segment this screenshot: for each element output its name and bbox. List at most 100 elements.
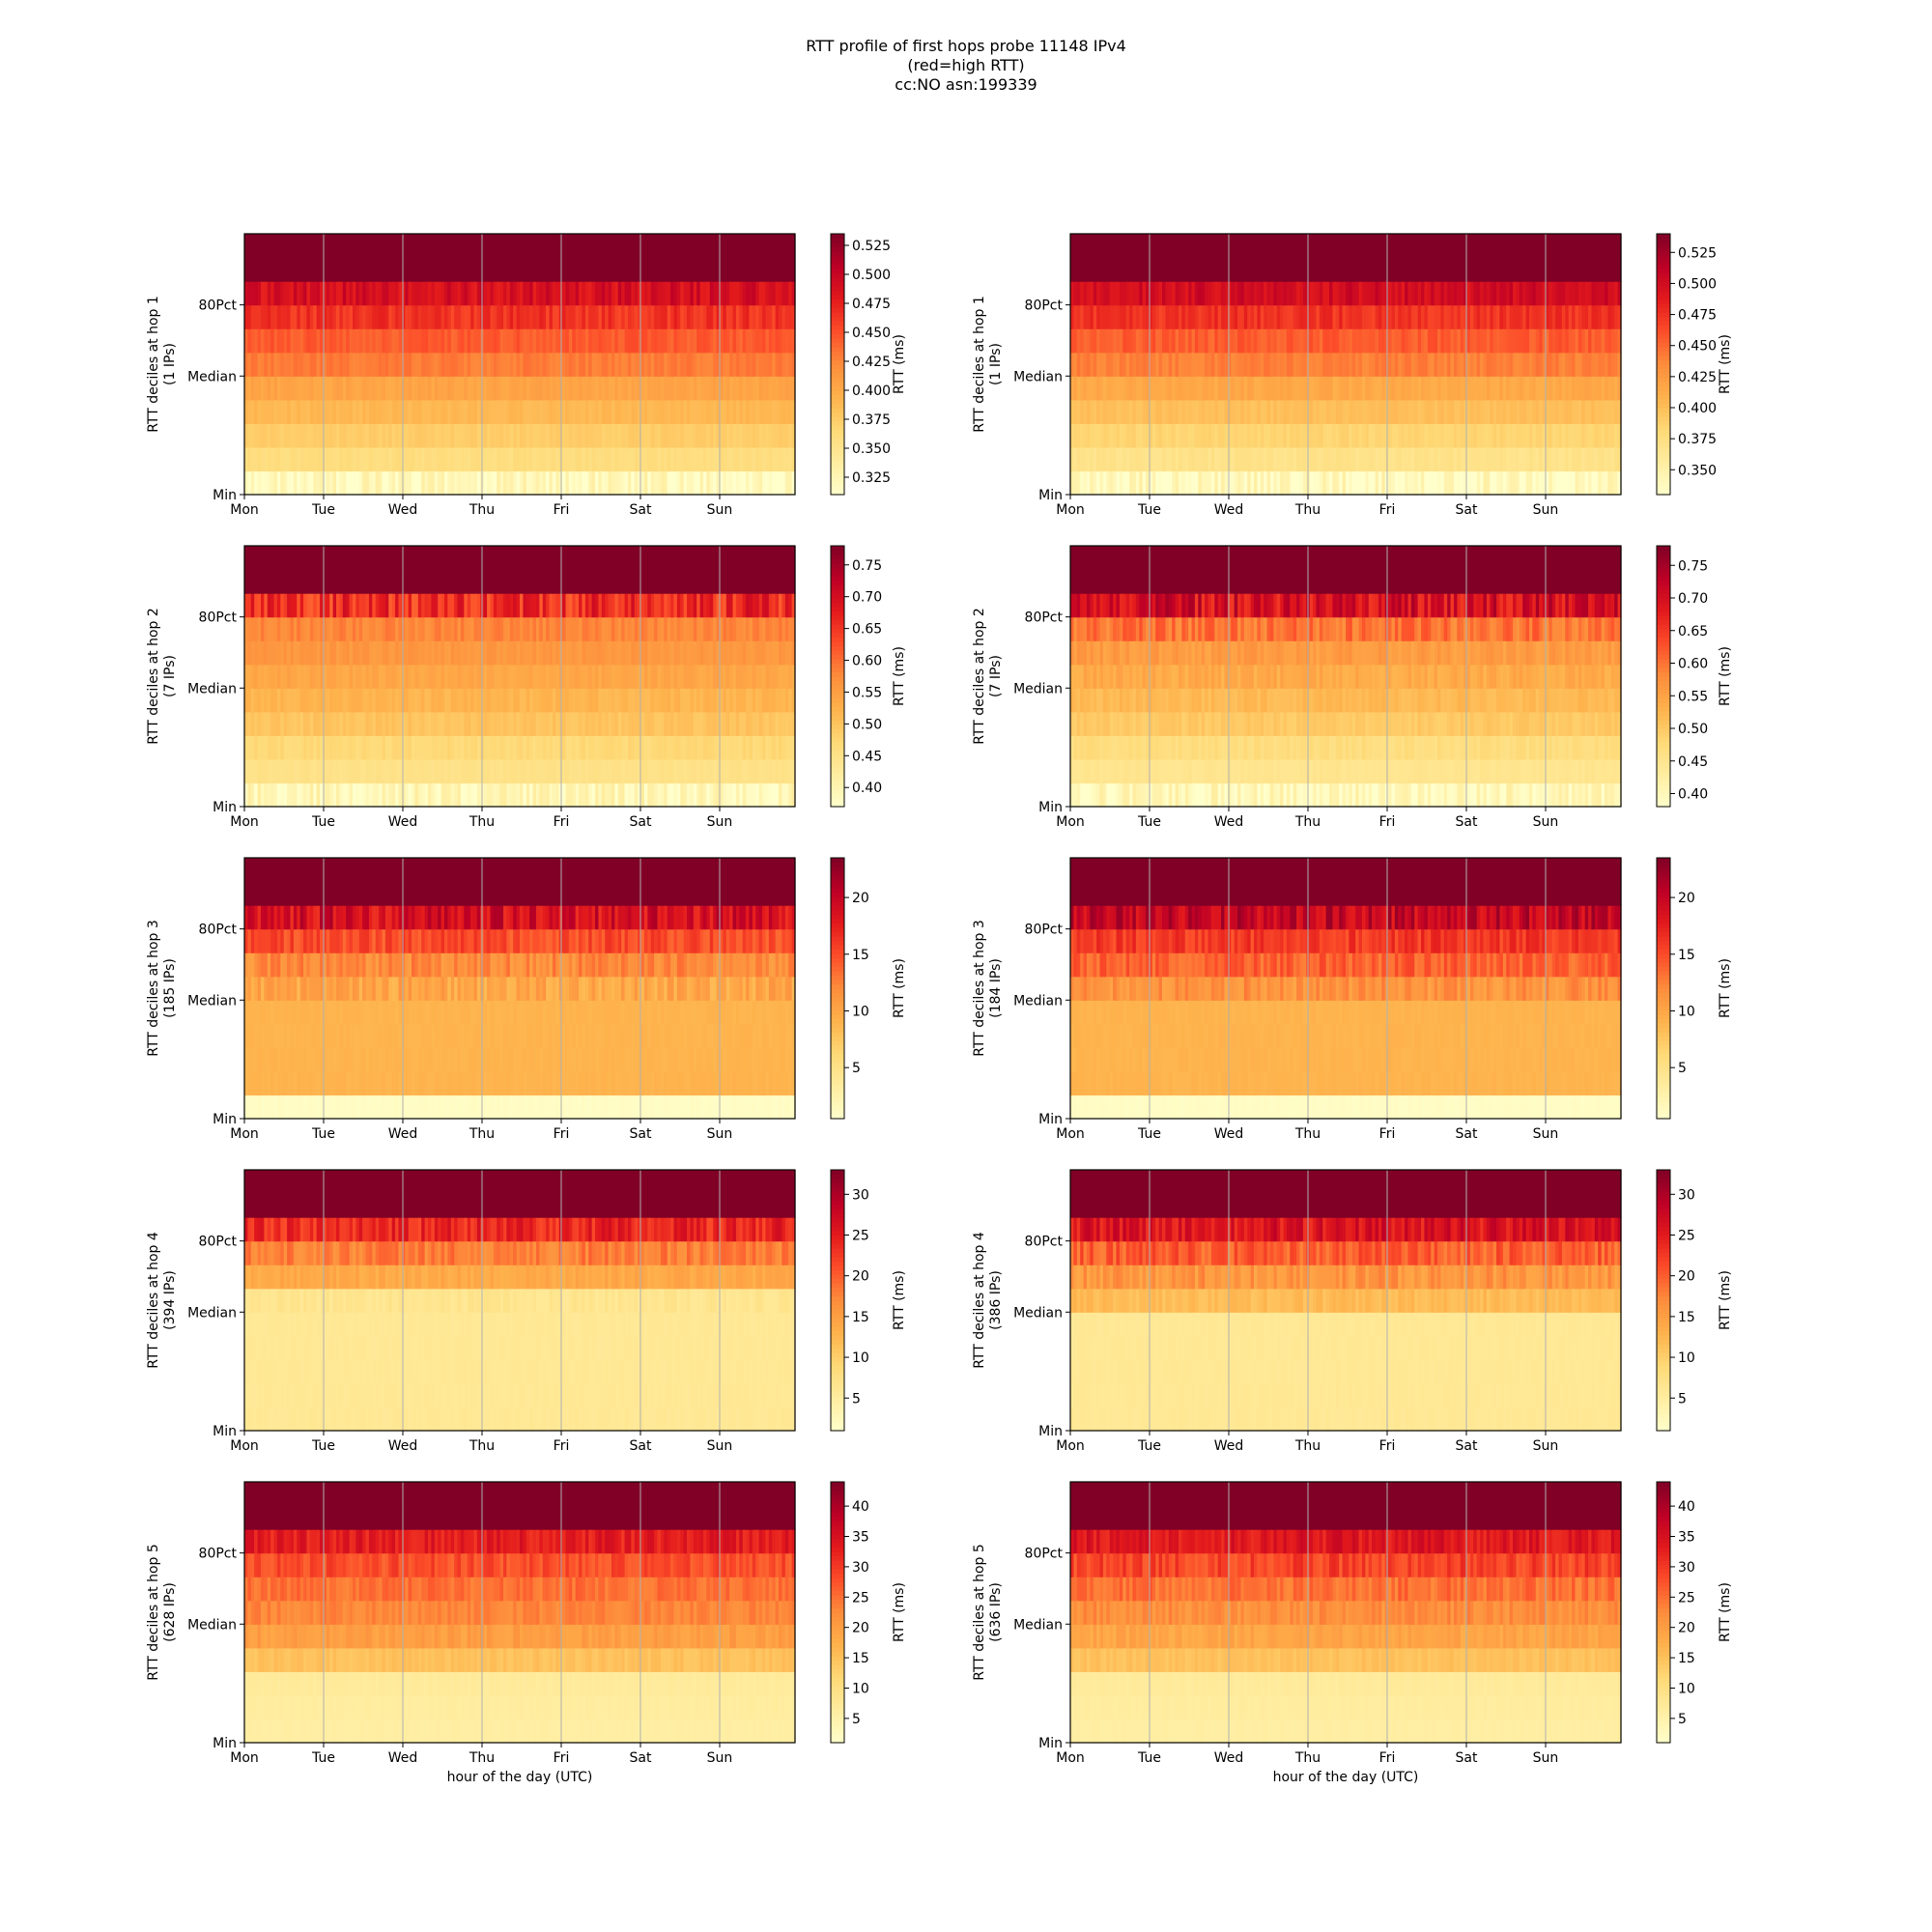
heatmap-cell [1250,470,1255,496]
heatmap-cell [283,593,288,618]
heatmap-cell [276,470,281,496]
heatmap-cell [611,423,615,448]
heatmap-cell [696,304,701,329]
heatmap-cell [332,376,337,401]
heatmap-cell [1158,399,1163,424]
heatmap-cell [293,234,298,259]
heatmap-cell [716,399,721,424]
heatmap-cell [1614,470,1619,496]
heatmap-cell [1269,423,1274,448]
heatmap-cell [339,234,344,259]
heatmap-cell [608,257,612,282]
heatmap-cell [1181,423,1186,448]
heatmap-cell [417,234,422,259]
heatmap-cell [788,399,793,424]
heatmap-cell [638,423,642,448]
heatmap-cell [634,423,639,448]
heatmap-cell [1614,234,1619,259]
heatmap-cell [493,257,497,282]
heatmap-cell [1168,234,1173,259]
heatmap-cell [368,234,373,259]
heatmap-cell [283,234,288,259]
heatmap-cell [362,257,367,282]
heatmap-cell [509,399,514,424]
heatmap-cell [1319,328,1323,354]
heatmap-cell [293,569,298,594]
heatmap-cell [342,281,347,306]
heatmap-cell [316,546,321,571]
colorbar-tick-label: 0.375 [852,412,891,428]
heatmap-cell [608,399,612,424]
heatmap-cell [283,569,288,594]
heatmap-cell [627,304,632,329]
heatmap-cell [742,352,747,377]
heatmap-cell [1122,376,1127,401]
heatmap-cell [1260,281,1264,306]
heatmap-cell [490,569,495,594]
heatmap-cell [1453,470,1458,496]
heatmap-cell [306,640,311,666]
colorbar-tick-label: 0.350 [1678,463,1717,478]
heatmap-cell [575,281,580,306]
heatmap-cell [276,234,281,259]
heatmap-cell [1217,446,1222,472]
heatmap-cell [746,399,751,424]
colorbar-segment [1657,472,1670,478]
colorbar-tick-label: 0.400 [1678,401,1717,416]
heatmap-cell [520,304,524,329]
heatmap-cell [634,446,639,472]
heatmap-cell [1096,446,1101,472]
heatmap-cell [270,423,275,448]
heatmap-cell [1522,281,1527,306]
heatmap-cell [1175,423,1179,448]
heatmap-cell [647,470,652,496]
heatmap-cell [247,352,252,377]
colorbar-segment [831,342,844,348]
heatmap-cell [264,470,269,496]
heatmap-cell [617,257,622,282]
heatmap-cell [257,470,262,496]
heatmap-cell [595,423,600,448]
heatmap-cell [598,376,603,401]
heatmap-cell [1076,470,1081,496]
heatmap-cell [752,304,756,329]
heatmap-cell [584,352,589,377]
colorbar-tick-label: 0.475 [1678,308,1717,324]
heatmap-cell [1217,328,1222,354]
heatmap-cell [470,281,475,306]
heatmap-cell [332,281,337,306]
colorbar-segment [831,351,844,356]
heatmap-cell [1254,470,1258,496]
heatmap-cell [499,640,504,666]
heatmap-cell [309,446,314,472]
heatmap-cell [443,758,448,784]
heatmap-cell [440,399,445,424]
heatmap-cell [568,423,573,448]
heatmap-cell [673,257,678,282]
heatmap-cell [250,304,255,329]
heatmap-cell [342,352,347,377]
heatmap-cell [493,446,497,472]
heatmap-cell [1280,399,1285,424]
heatmap-cell [320,446,325,472]
heatmap-cell [299,446,304,472]
colorbar-segment [1657,338,1670,344]
heatmap-cell [742,304,747,329]
heatmap-cell [779,470,783,496]
heatmap-cell [719,470,724,496]
heatmap-cell [1349,399,1353,424]
heatmap-cell [1296,234,1301,259]
heatmap-cell [297,304,301,329]
heatmap-cell [454,328,459,354]
heatmap-cell [699,257,704,282]
heatmap-cell [1201,304,1206,329]
heatmap-cell [401,328,406,354]
heatmap-cell [1224,281,1229,306]
heatmap-cell [539,399,544,424]
heatmap-cell [529,470,534,496]
heatmap-cell [667,257,671,282]
heatmap-cell [529,304,534,329]
heatmap-cell [765,328,770,354]
heatmap-cell [1102,234,1107,259]
